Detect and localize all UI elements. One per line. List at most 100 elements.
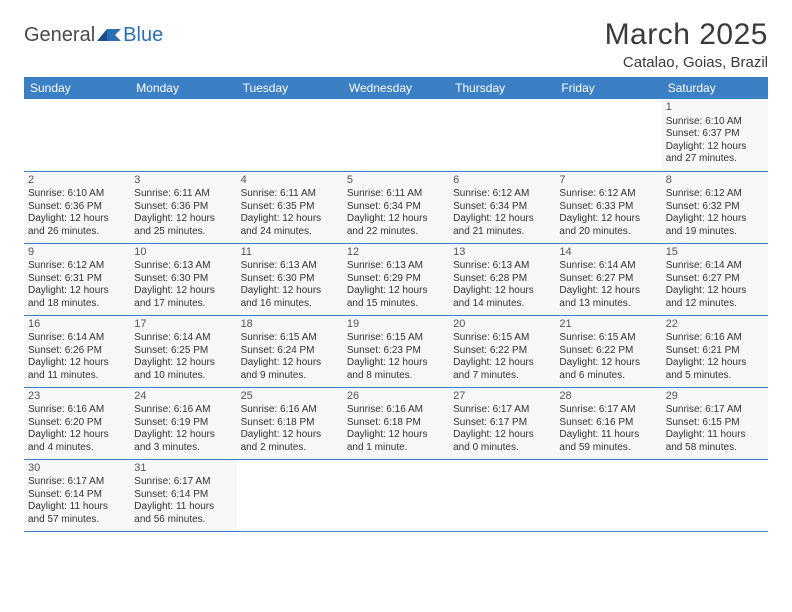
daylight-line-2: and 0 minutes. (453, 442, 551, 455)
day-cell: 6Sunrise: 6:12 AMSunset: 6:34 PMDaylight… (449, 171, 555, 243)
empty-cell (555, 459, 661, 531)
day-number: 28 (559, 390, 657, 404)
day-number: 14 (559, 246, 657, 260)
day-cell: 8Sunrise: 6:12 AMSunset: 6:32 PMDaylight… (662, 171, 768, 243)
day-cell: 28Sunrise: 6:17 AMSunset: 6:16 PMDayligh… (555, 387, 661, 459)
day-number: 31 (134, 462, 232, 476)
daylight-line-2: and 24 minutes. (241, 226, 339, 239)
day-number: 24 (134, 390, 232, 404)
daylight-line-2: and 13 minutes. (559, 298, 657, 311)
sunset-line: Sunset: 6:25 PM (134, 345, 232, 358)
sunrise-line: Sunrise: 6:14 AM (559, 260, 657, 273)
day-number: 25 (241, 390, 339, 404)
daylight-line-2: and 17 minutes. (134, 298, 232, 311)
day-cell: 7Sunrise: 6:12 AMSunset: 6:33 PMDaylight… (555, 171, 661, 243)
day-number: 12 (347, 246, 445, 260)
sunset-line: Sunset: 6:29 PM (347, 273, 445, 286)
daylight-line-2: and 3 minutes. (134, 442, 232, 455)
sunset-line: Sunset: 6:17 PM (453, 417, 551, 430)
sunrise-line: Sunrise: 6:13 AM (134, 260, 232, 273)
day-number: 16 (28, 318, 126, 332)
day-number: 13 (453, 246, 551, 260)
daylight-line-1: Daylight: 11 hours (28, 501, 126, 514)
day-cell: 11Sunrise: 6:13 AMSunset: 6:30 PMDayligh… (237, 243, 343, 315)
weekday-tuesday: Tuesday (237, 77, 343, 99)
day-cell: 23Sunrise: 6:16 AMSunset: 6:20 PMDayligh… (24, 387, 130, 459)
daylight-line-1: Daylight: 12 hours (28, 285, 126, 298)
weekday-monday: Monday (130, 77, 236, 99)
daylight-line-1: Daylight: 12 hours (134, 357, 232, 370)
day-cell: 2Sunrise: 6:10 AMSunset: 6:36 PMDaylight… (24, 171, 130, 243)
daylight-line-2: and 2 minutes. (241, 442, 339, 455)
daylight-line-2: and 6 minutes. (559, 370, 657, 383)
sunrise-line: Sunrise: 6:11 AM (347, 188, 445, 201)
calendar-row: 23Sunrise: 6:16 AMSunset: 6:20 PMDayligh… (24, 387, 768, 459)
sunset-line: Sunset: 6:36 PM (134, 201, 232, 214)
sunrise-line: Sunrise: 6:12 AM (453, 188, 551, 201)
sunset-line: Sunset: 6:22 PM (453, 345, 551, 358)
daylight-line-1: Daylight: 12 hours (134, 429, 232, 442)
sunset-line: Sunset: 6:18 PM (241, 417, 339, 430)
calendar-row: 16Sunrise: 6:14 AMSunset: 6:26 PMDayligh… (24, 315, 768, 387)
day-cell: 26Sunrise: 6:16 AMSunset: 6:18 PMDayligh… (343, 387, 449, 459)
sunset-line: Sunset: 6:28 PM (453, 273, 551, 286)
day-cell: 25Sunrise: 6:16 AMSunset: 6:18 PMDayligh… (237, 387, 343, 459)
sunset-line: Sunset: 6:19 PM (134, 417, 232, 430)
sunrise-line: Sunrise: 6:17 AM (666, 404, 764, 417)
sunset-line: Sunset: 6:32 PM (666, 201, 764, 214)
sunset-line: Sunset: 6:35 PM (241, 201, 339, 214)
sunset-line: Sunset: 6:24 PM (241, 345, 339, 358)
sunrise-line: Sunrise: 6:15 AM (241, 332, 339, 345)
daylight-line-1: Daylight: 12 hours (347, 357, 445, 370)
daylight-line-2: and 5 minutes. (666, 370, 764, 383)
daylight-line-1: Daylight: 12 hours (453, 285, 551, 298)
sunrise-line: Sunrise: 6:13 AM (453, 260, 551, 273)
day-cell: 15Sunrise: 6:14 AMSunset: 6:27 PMDayligh… (662, 243, 768, 315)
day-number: 22 (666, 318, 764, 332)
day-number: 2 (28, 174, 126, 188)
daylight-line-2: and 15 minutes. (347, 298, 445, 311)
daylight-line-2: and 20 minutes. (559, 226, 657, 239)
daylight-line-1: Daylight: 12 hours (241, 213, 339, 226)
sunset-line: Sunset: 6:18 PM (347, 417, 445, 430)
weekday-header-row: Sunday Monday Tuesday Wednesday Thursday… (24, 77, 768, 99)
sunrise-line: Sunrise: 6:14 AM (666, 260, 764, 273)
day-number: 29 (666, 390, 764, 404)
daylight-line-2: and 27 minutes. (666, 153, 764, 166)
daylight-line-2: and 57 minutes. (28, 514, 126, 527)
day-number: 5 (347, 174, 445, 188)
sunset-line: Sunset: 6:36 PM (28, 201, 126, 214)
daylight-line-2: and 10 minutes. (134, 370, 232, 383)
empty-cell (343, 99, 449, 171)
calendar-table: Sunday Monday Tuesday Wednesday Thursday… (24, 77, 768, 532)
title-block: March 2025 Catalao, Goias, Brazil (605, 18, 768, 71)
daylight-line-1: Daylight: 12 hours (347, 213, 445, 226)
sunset-line: Sunset: 6:21 PM (666, 345, 764, 358)
sunset-line: Sunset: 6:26 PM (28, 345, 126, 358)
day-number: 26 (347, 390, 445, 404)
logo: General Blue (24, 24, 163, 47)
day-cell: 30Sunrise: 6:17 AMSunset: 6:14 PMDayligh… (24, 459, 130, 531)
day-number: 15 (666, 246, 764, 260)
day-cell: 29Sunrise: 6:17 AMSunset: 6:15 PMDayligh… (662, 387, 768, 459)
daylight-line-2: and 12 minutes. (666, 298, 764, 311)
daylight-line-1: Daylight: 11 hours (666, 429, 764, 442)
daylight-line-2: and 8 minutes. (347, 370, 445, 383)
day-cell: 12Sunrise: 6:13 AMSunset: 6:29 PMDayligh… (343, 243, 449, 315)
daylight-line-1: Daylight: 12 hours (241, 429, 339, 442)
daylight-line-1: Daylight: 12 hours (28, 213, 126, 226)
daylight-line-1: Daylight: 12 hours (666, 357, 764, 370)
day-cell: 24Sunrise: 6:16 AMSunset: 6:19 PMDayligh… (130, 387, 236, 459)
day-cell: 18Sunrise: 6:15 AMSunset: 6:24 PMDayligh… (237, 315, 343, 387)
sunset-line: Sunset: 6:15 PM (666, 417, 764, 430)
sunrise-line: Sunrise: 6:16 AM (347, 404, 445, 417)
daylight-line-1: Daylight: 12 hours (241, 357, 339, 370)
sunset-line: Sunset: 6:30 PM (134, 273, 232, 286)
daylight-line-1: Daylight: 12 hours (28, 429, 126, 442)
daylight-line-2: and 9 minutes. (241, 370, 339, 383)
daylight-line-2: and 4 minutes. (28, 442, 126, 455)
sunrise-line: Sunrise: 6:10 AM (666, 116, 764, 129)
day-cell: 9Sunrise: 6:12 AMSunset: 6:31 PMDaylight… (24, 243, 130, 315)
sunset-line: Sunset: 6:37 PM (666, 128, 764, 141)
daylight-line-1: Daylight: 12 hours (241, 285, 339, 298)
